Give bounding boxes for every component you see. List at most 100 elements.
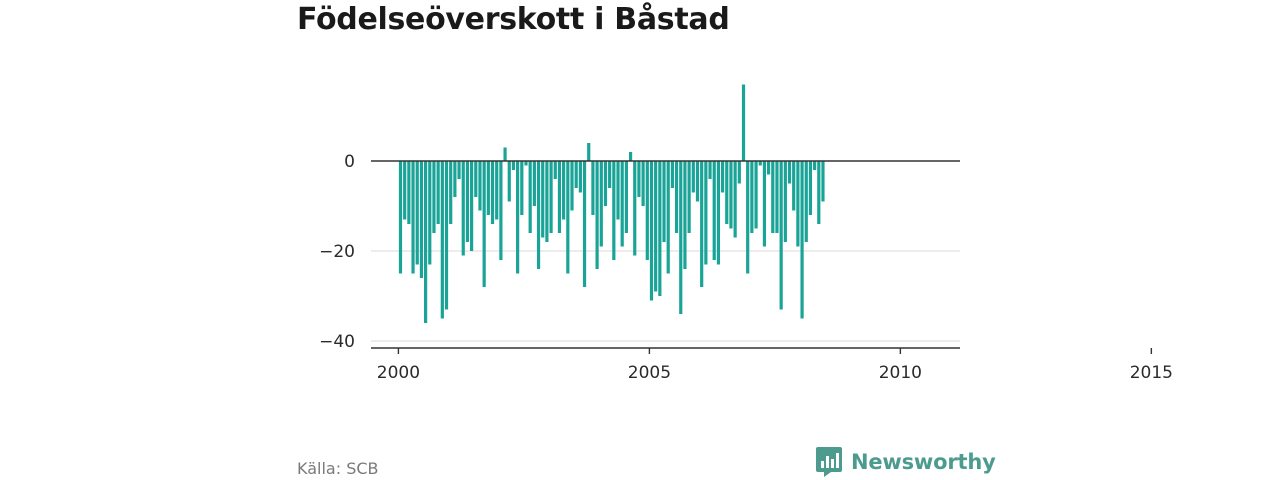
bar [499,161,503,260]
y-tick-label: −40 [319,332,355,352]
bar [549,161,553,233]
bar [612,161,616,260]
bar [490,161,495,224]
bar [708,161,712,179]
bar [792,161,796,211]
bar [787,161,792,184]
bar [716,161,721,265]
bar [783,161,787,242]
bar [486,161,490,215]
bar [465,161,470,242]
bar [482,161,486,287]
bar [758,161,762,166]
x-tick-label: 2005 [628,363,671,383]
bar [808,161,813,215]
bar [511,161,516,170]
bar [595,161,599,269]
bar [570,161,574,211]
bar [729,161,733,229]
bar [641,161,645,206]
bar [403,161,407,220]
bar [737,161,741,184]
bar [415,161,419,265]
bar [453,161,457,197]
brand-name: Newsworthy [851,450,996,474]
bar [679,161,683,314]
bar [578,161,582,193]
bar [662,161,666,242]
bar [704,161,708,265]
bar [725,161,729,224]
source-note: Källa: SCB [297,459,379,478]
bar [779,161,783,310]
bar [804,161,808,242]
bar [444,161,449,310]
bar [649,161,654,301]
bar [591,161,595,215]
bar [428,161,432,265]
bar [762,161,767,247]
bar [474,161,478,197]
bar [449,161,453,224]
bar-series [398,84,825,323]
bar [503,147,507,161]
bar [507,161,511,202]
grid-lines [371,250,960,342]
bar [574,161,578,188]
y-axis-tick-labels: 0 −20 −40 [319,152,355,352]
bar [750,161,754,233]
bar [432,161,436,233]
bar [741,84,746,161]
bar [457,161,461,179]
bar [645,161,649,260]
bar [670,161,674,188]
bar [524,161,528,166]
bar [461,161,465,256]
bar [536,161,541,269]
axes [371,160,960,349]
bar [712,161,716,260]
bar [440,161,444,319]
bar [608,161,612,188]
bar [419,161,424,278]
bar [562,161,566,220]
bar [628,152,633,161]
bar [557,161,562,233]
bar [541,161,545,238]
bar [746,161,750,274]
bar [633,161,637,256]
bar [658,161,662,296]
bar [796,161,800,247]
bar [407,161,411,224]
x-axis-tick-labels: 200020052010201520202025 [377,348,1173,383]
bar [733,161,737,238]
bar [695,161,700,202]
bar [528,161,532,233]
bar [398,161,403,274]
bar [566,161,570,274]
bar [800,161,804,319]
bar [767,161,771,175]
bar [771,161,775,233]
bar [587,143,591,161]
bar-chart-speech-bubble-icon [816,447,842,477]
bar [470,161,474,251]
bar [624,161,628,233]
bar [532,161,536,206]
bar [674,161,679,233]
bar [599,161,603,247]
bar [683,161,687,269]
bar [687,161,691,233]
bar [520,161,524,215]
bar [637,161,641,197]
bar [603,161,608,206]
bar [424,161,428,323]
x-tick-label: 2010 [879,363,922,383]
bar [545,161,549,242]
chart-title: Födelseöverskott i Båstad [297,2,730,37]
bar [654,161,658,292]
bar [821,161,825,202]
x-tick-label: 2000 [377,363,420,383]
x-tick-label: 2015 [1130,363,1173,383]
